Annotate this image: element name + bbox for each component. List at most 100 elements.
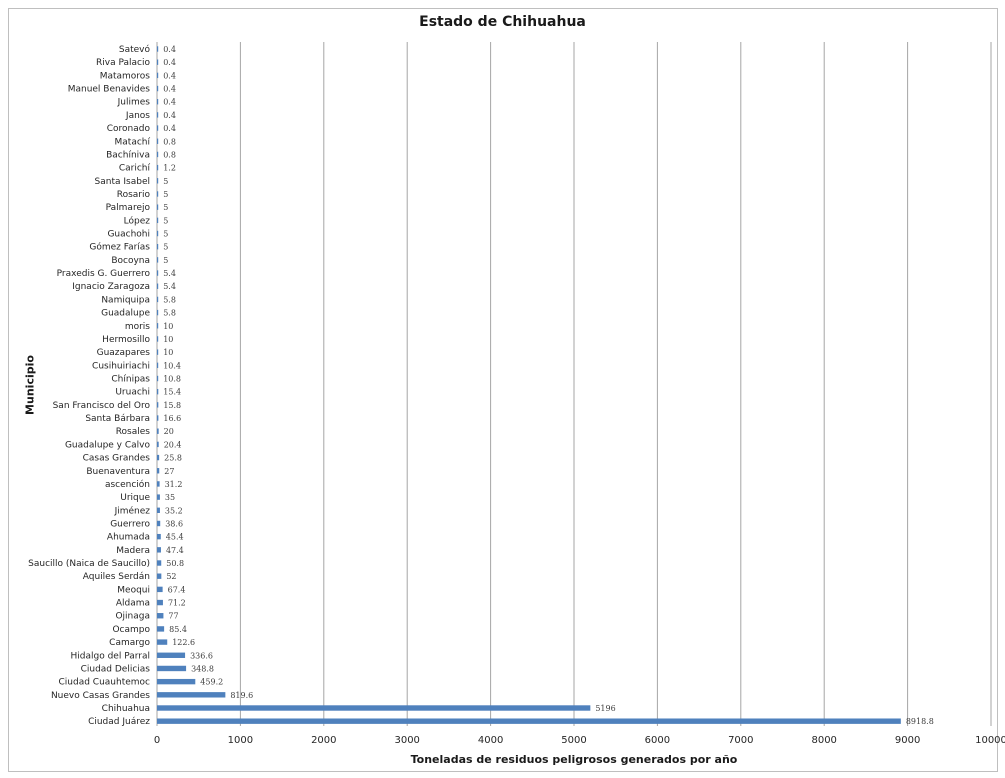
value-label: 0.4 [163, 45, 176, 54]
bar [157, 178, 159, 184]
value-label: 35 [165, 493, 175, 502]
value-label: 1.2 [163, 164, 176, 173]
category-label: Satevó [119, 44, 151, 55]
bar [157, 270, 159, 276]
bar [157, 283, 159, 289]
value-label: 35.2 [165, 506, 183, 515]
value-label: 459.2 [200, 678, 223, 687]
category-label: López [124, 215, 151, 226]
category-label: Hermosillo [102, 335, 150, 345]
bar [157, 217, 159, 224]
category-label: Ciudad Juárez [88, 717, 150, 727]
x-tick-label: 8000 [811, 735, 836, 746]
bar [157, 665, 187, 672]
bar [157, 454, 160, 461]
category-label: Bachíniva [106, 150, 150, 160]
category-label: Guazapares [97, 348, 151, 358]
value-label: 5 [163, 190, 168, 199]
bar [157, 441, 159, 448]
value-label: 0.4 [163, 71, 176, 80]
bar [157, 257, 159, 263]
category-label: Madera [116, 546, 150, 556]
category-label: Bocoyna [111, 256, 150, 266]
x-axis-label: Toneladas de residuos peligrosos generad… [410, 753, 738, 766]
x-tick-label: 6000 [645, 735, 670, 746]
category-label: Meoqui [117, 585, 150, 595]
bar [157, 59, 159, 65]
category-label: Camargo [109, 638, 150, 648]
category-label: Praxedis G. Guerrero [57, 269, 151, 279]
bar [157, 547, 161, 553]
value-label: 5196 [595, 704, 615, 713]
bar [157, 125, 159, 131]
value-label: 85.4 [169, 625, 187, 634]
category-label: Uruachi [115, 388, 150, 398]
bar [157, 573, 162, 579]
value-label: 5 [163, 230, 168, 239]
bar [157, 692, 226, 698]
value-label: 31.2 [165, 480, 183, 489]
category-label: moris [125, 322, 150, 332]
category-label: Matamoros [100, 71, 151, 81]
x-tick-label: 1000 [228, 735, 253, 746]
bar [157, 349, 159, 355]
bar [157, 639, 168, 645]
value-label: 5 [163, 256, 168, 265]
category-label: Gómez Farías [89, 242, 150, 253]
bar [157, 191, 159, 197]
category-label: Ocampo [112, 625, 150, 635]
value-label: 0.4 [163, 85, 176, 94]
category-label: Aquiles Serdán [83, 572, 150, 582]
bar [157, 705, 591, 711]
bar [157, 204, 159, 210]
bar [157, 138, 159, 144]
category-label: Ojinaga [115, 612, 150, 622]
bar [157, 599, 163, 606]
value-label: 0.8 [163, 150, 176, 159]
value-label: 0.4 [163, 124, 176, 133]
category-label: Guadalupe [101, 309, 150, 319]
bar [157, 520, 161, 527]
x-tick-label: 3000 [394, 735, 419, 746]
category-label: Namiquipa [101, 295, 150, 305]
bar [157, 244, 159, 250]
category-label: Guadalupe y Calvo [65, 440, 151, 450]
value-label: 71.2 [168, 599, 186, 608]
chart-title: Estado de Chihuahua [419, 14, 586, 30]
category-label: Janos [125, 111, 150, 121]
category-label: Ciudad Cuauhtemoc [59, 678, 151, 688]
category-label: Ciudad Delicias [81, 664, 151, 674]
bar [157, 72, 159, 79]
category-label: Urique [120, 493, 150, 503]
bar [157, 362, 159, 369]
bar [157, 586, 163, 593]
value-label: 0.4 [163, 98, 176, 107]
value-label: 8918.8 [906, 717, 934, 726]
value-label: 336.6 [190, 651, 213, 660]
x-tick-label: 7000 [728, 735, 753, 746]
value-label: 15.8 [163, 401, 181, 410]
bar [157, 336, 159, 342]
value-label: 16.6 [163, 414, 181, 423]
bar [157, 99, 159, 105]
value-label: 5 [163, 243, 168, 252]
value-label: 0.4 [163, 58, 176, 67]
bar [157, 164, 159, 171]
value-label: 819.6 [230, 691, 253, 700]
x-tick-label: 4000 [478, 735, 503, 746]
x-tick-label: 2000 [311, 735, 336, 746]
value-label: 0.8 [163, 137, 176, 146]
category-label: Chihuahua [102, 704, 150, 714]
bar [157, 626, 165, 632]
bar [157, 533, 161, 540]
category-label: Carichí [119, 164, 151, 174]
value-label: 52 [166, 572, 176, 581]
value-label: 47.4 [166, 546, 184, 555]
bar [157, 402, 159, 408]
bar [157, 468, 160, 474]
value-label: 67.4 [168, 585, 186, 594]
value-label: 5 [163, 216, 168, 225]
category-label: Santa Bárbara [85, 414, 150, 424]
category-label: Hidalgo del Parral [71, 651, 150, 661]
category-label: Ignacio Zaragoza [72, 282, 150, 292]
